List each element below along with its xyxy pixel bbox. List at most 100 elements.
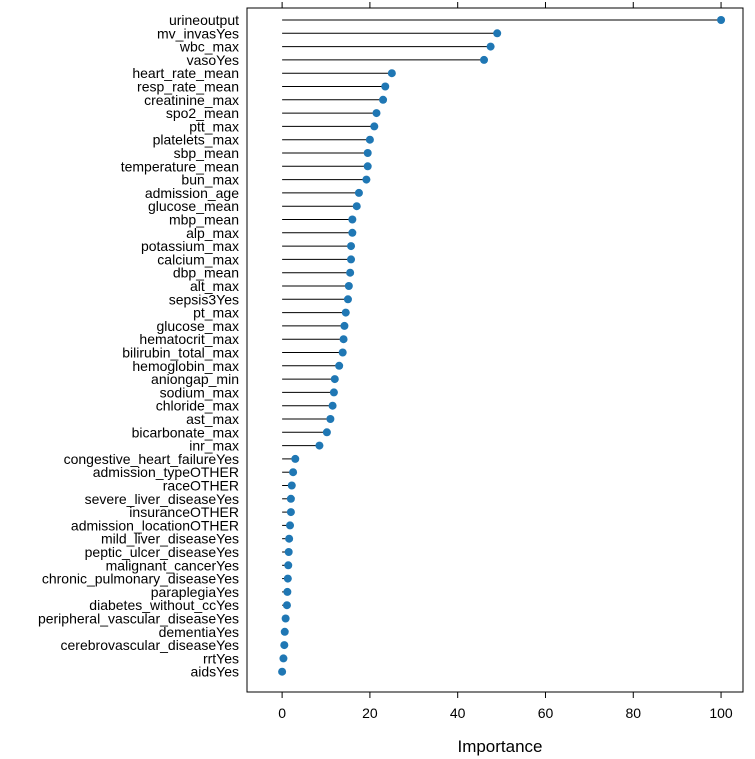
category-label: mbp_mean: [169, 212, 239, 228]
data-point: [347, 242, 356, 251]
category-label: bilirubin_total_max: [122, 345, 239, 361]
category-label: dbp_mean: [173, 265, 239, 281]
data-point: [381, 82, 390, 91]
category-label: bicarbonate_max: [132, 424, 239, 440]
x-tick-label: 100: [709, 705, 733, 721]
x-axis: 0 20 40 60 80 100: [278, 2, 733, 721]
category-label: ptt_max: [189, 118, 239, 134]
category-label: creatinine_max: [144, 92, 239, 108]
data-point: [330, 375, 339, 384]
data-point: [328, 401, 337, 410]
data-point: [486, 42, 495, 51]
data-point: [286, 508, 295, 517]
category-label: pt_max: [193, 305, 239, 321]
data-point: [352, 202, 361, 211]
data-point: [343, 295, 352, 304]
category-label: wbc_max: [179, 39, 239, 55]
stems-layer: [282, 19, 722, 659]
data-point: [335, 361, 344, 370]
data-point: [283, 587, 292, 596]
category-label: diabetes_without_ccYes: [89, 597, 239, 613]
category-label: peripheral_vascular_diseaseYes: [38, 611, 239, 627]
data-point: [286, 521, 295, 530]
category-label: peptic_ulcer_diseaseYes: [85, 544, 239, 560]
data-point: [387, 69, 396, 78]
data-point: [480, 55, 489, 64]
category-label: potassium_max: [141, 238, 239, 254]
data-point: [370, 122, 379, 131]
data-point: [362, 175, 371, 184]
category-label: cerebrovascular_diseaseYes: [61, 637, 239, 653]
category-label: platelets_max: [153, 132, 239, 148]
category-label: dementiaYes: [159, 624, 239, 640]
category-label: glucose_mean: [148, 198, 239, 214]
data-point: [365, 135, 374, 144]
category-label: congestive_heart_failureYes: [64, 451, 239, 467]
x-tick-label: 0: [278, 705, 286, 721]
category-label: urineoutput: [169, 12, 239, 28]
category-label: rrtYes: [203, 650, 239, 666]
category-labels: urineoutputmv_invasYeswbc_maxvasoYeshear…: [38, 12, 239, 680]
category-label: admission_typeOTHER: [93, 464, 239, 480]
category-label: aidsYes: [190, 664, 239, 680]
category-label: glucose_max: [157, 318, 240, 334]
data-point: [339, 335, 348, 344]
category-label: alp_max: [186, 225, 239, 241]
data-point: [340, 321, 349, 330]
data-point: [372, 109, 381, 118]
category-label: hemoglobin_max: [132, 358, 239, 374]
data-point: [363, 162, 372, 171]
category-label: vasoYes: [187, 52, 239, 68]
category-label: alt_max: [190, 278, 239, 294]
data-point: [322, 428, 331, 437]
category-label: aniongap_min: [151, 371, 239, 387]
category-label: sepsis3Yes: [169, 291, 239, 307]
data-point: [346, 268, 355, 277]
data-point: [338, 348, 347, 357]
category-label: bun_max: [181, 172, 239, 188]
data-point: [284, 548, 293, 556]
category-label: resp_rate_mean: [137, 79, 239, 95]
category-label: calcium_max: [157, 251, 239, 267]
data-point: [291, 454, 300, 463]
data-point: [493, 29, 502, 38]
x-axis-title: Importance: [457, 737, 542, 756]
data-point: [348, 228, 357, 237]
data-point: [282, 601, 291, 610]
data-point: [280, 627, 289, 636]
data-point: [363, 149, 372, 157]
category-label: inr_max: [189, 438, 239, 454]
category-label: spo2_mean: [166, 105, 239, 121]
x-tick-label: 80: [625, 705, 641, 721]
category-label: temperature_mean: [121, 158, 239, 174]
category-label: raceOTHER: [163, 478, 239, 494]
data-point: [281, 614, 290, 623]
category-label: mv_invasYes: [157, 25, 239, 41]
data-point: [315, 441, 324, 450]
data-point: [329, 388, 338, 397]
data-point: [279, 654, 288, 663]
data-point: [285, 534, 294, 543]
data-point: [344, 282, 353, 290]
data-point: [347, 255, 356, 264]
data-point: [287, 481, 296, 490]
x-tick-label: 60: [538, 705, 554, 721]
data-point: [717, 16, 726, 24]
category-label: chloride_max: [156, 398, 239, 414]
category-label: insuranceOTHER: [129, 504, 239, 520]
category-label: heart_rate_mean: [132, 65, 239, 81]
plot-frame: [246, 7, 744, 693]
category-label: mild_liver_diseaseYes: [101, 531, 239, 547]
x-tick-label: 40: [450, 705, 466, 721]
category-label: admission_locationOTHER: [71, 517, 239, 533]
data-point: [280, 641, 289, 650]
points-layer: [278, 16, 726, 676]
category-label: hematocrit_max: [139, 331, 239, 347]
category-label: paraplegiaYes: [151, 584, 239, 600]
data-point: [286, 494, 295, 503]
data-point: [326, 415, 335, 423]
data-point: [284, 561, 293, 570]
category-label: chronic_pulmonary_diseaseYes: [42, 571, 239, 587]
data-point: [348, 215, 357, 224]
